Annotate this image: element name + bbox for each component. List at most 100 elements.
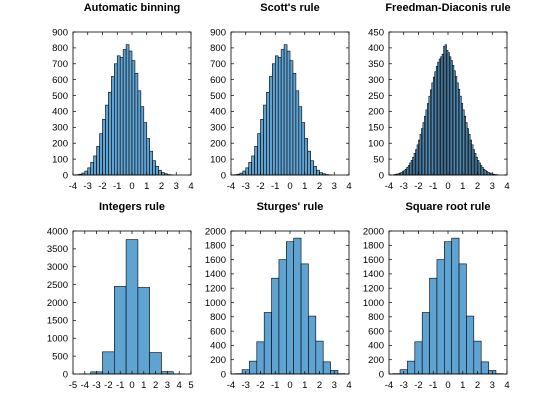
x-tick-label: 3 xyxy=(490,380,495,391)
histogram-bar xyxy=(301,122,306,176)
histogram-bar xyxy=(322,361,331,375)
histogram-bar xyxy=(242,170,247,176)
histogram-bar xyxy=(283,44,288,176)
x-tick-label: -3 xyxy=(242,181,250,192)
histogram-bar xyxy=(254,146,258,176)
x-tick-label: 3 xyxy=(174,181,179,192)
histogram-panel-4: Integers rule050010001500200025003000350… xyxy=(47,201,194,391)
histogram-bar xyxy=(316,169,320,176)
x-tick-label: 4 xyxy=(504,380,509,391)
y-tick-label: 2500 xyxy=(47,280,68,291)
panel-title: Automatic binning xyxy=(84,2,181,14)
histogram-panel-6: Square root rule020040060080010001200140… xyxy=(363,201,510,391)
y-tick-label: 50 xyxy=(373,154,384,165)
x-tick-label: -1 xyxy=(113,181,121,192)
histogram-bar xyxy=(292,73,297,176)
histogram-bar xyxy=(315,340,324,375)
y-tick-label: 400 xyxy=(210,341,226,352)
y-tick-label: 250 xyxy=(368,91,384,102)
x-tick-label: 0 xyxy=(129,380,134,391)
histogram-bar xyxy=(286,241,294,375)
histogram-bar xyxy=(421,312,430,375)
x-tick-label: 1 xyxy=(302,181,307,192)
histogram-bar xyxy=(307,150,311,176)
y-tick-label: 100 xyxy=(368,139,384,150)
x-tick-label: -2 xyxy=(414,380,422,391)
panel-title: Freedman-Diaconis rule xyxy=(385,2,510,14)
y-tick-label: 1400 xyxy=(363,269,384,280)
x-tick-label: -3 xyxy=(84,181,92,192)
y-tick-label: 100 xyxy=(210,154,226,165)
histogram-bar xyxy=(137,90,142,176)
histogram-bar xyxy=(111,76,115,176)
y-tick-label: 1400 xyxy=(205,269,226,280)
x-tick-label: 2 xyxy=(317,181,322,192)
y-tick-label: 1000 xyxy=(205,298,226,309)
histogram-bar xyxy=(436,259,445,375)
x-tick-label: -3 xyxy=(92,380,100,391)
y-tick-label: 800 xyxy=(368,312,384,323)
y-tick-label: 1800 xyxy=(363,241,384,252)
x-tick-label: -1 xyxy=(271,380,279,391)
y-tick-label: 450 xyxy=(368,27,384,38)
x-tick-label: -1 xyxy=(116,380,124,391)
x-tick-label: -2 xyxy=(98,181,106,192)
histogram-bar xyxy=(143,122,148,176)
y-tick-label: 0 xyxy=(221,369,226,380)
y-tick-label: 500 xyxy=(210,91,226,102)
histogram-bar xyxy=(152,160,156,176)
histogram-bar xyxy=(289,60,294,176)
y-tick-label: 400 xyxy=(368,43,384,54)
histogram-bar xyxy=(119,57,124,176)
histogram-bar xyxy=(149,352,162,375)
panel-title: Sturges' rule xyxy=(257,201,324,213)
panel-title: Square root rule xyxy=(406,201,491,213)
histogram-bar xyxy=(263,312,272,375)
y-tick-label: 200 xyxy=(210,355,226,366)
histogram-bar xyxy=(131,60,136,176)
x-tick-label: -3 xyxy=(400,181,408,192)
x-tick-label: -1 xyxy=(429,181,437,192)
histogram-bar xyxy=(245,167,249,176)
histogram-bar xyxy=(473,340,482,375)
histogram-bar xyxy=(298,106,303,176)
y-tick-label: 300 xyxy=(210,123,226,134)
histogram-bar xyxy=(90,161,94,176)
histogram-bar xyxy=(451,237,460,375)
x-tick-label: -4 xyxy=(81,380,89,391)
y-tick-label: 700 xyxy=(52,59,68,70)
y-tick-label: 0 xyxy=(379,170,384,181)
histogram-bar xyxy=(140,106,145,176)
y-tick-label: 100 xyxy=(52,154,68,165)
x-tick-label: 1 xyxy=(141,380,146,391)
x-tick-label: -3 xyxy=(242,380,250,391)
x-tick-label: 4 xyxy=(188,181,193,192)
histogram-bar xyxy=(458,263,467,375)
y-tick-label: 2000 xyxy=(47,298,68,309)
x-tick-label: -2 xyxy=(256,380,264,391)
histogram-bar xyxy=(313,165,317,176)
histogram-bar xyxy=(155,165,159,176)
histogram-bar xyxy=(102,351,115,375)
x-tick-label: 5 xyxy=(188,380,193,391)
y-tick-label: 1000 xyxy=(363,298,384,309)
histogram-bar xyxy=(116,55,121,176)
x-tick-label: -4 xyxy=(385,181,393,192)
histogram-panel-3: Freedman-Diaconis rule 0 50 100 150 200 250 300… xyxy=(368,2,511,192)
histogram-bar xyxy=(310,160,314,176)
x-tick-label: 1 xyxy=(460,181,465,192)
x-tick-label: 0 xyxy=(287,380,292,391)
y-tick-label: 3500 xyxy=(47,244,68,255)
y-tick-label: 200 xyxy=(210,139,226,150)
y-tick-label: 300 xyxy=(52,123,68,134)
x-tick-label: 3 xyxy=(165,380,170,391)
y-tick-label: 0 xyxy=(63,170,68,181)
y-tick-label: 1600 xyxy=(205,255,226,266)
y-tick-label: 900 xyxy=(210,27,226,38)
y-tick-label: 350 xyxy=(368,59,384,70)
x-tick-label: -1 xyxy=(271,181,279,192)
histogram-bar xyxy=(278,259,287,375)
x-tick-label: 3 xyxy=(332,181,337,192)
histogram-bar xyxy=(286,50,291,176)
histogram-bar xyxy=(134,73,139,176)
